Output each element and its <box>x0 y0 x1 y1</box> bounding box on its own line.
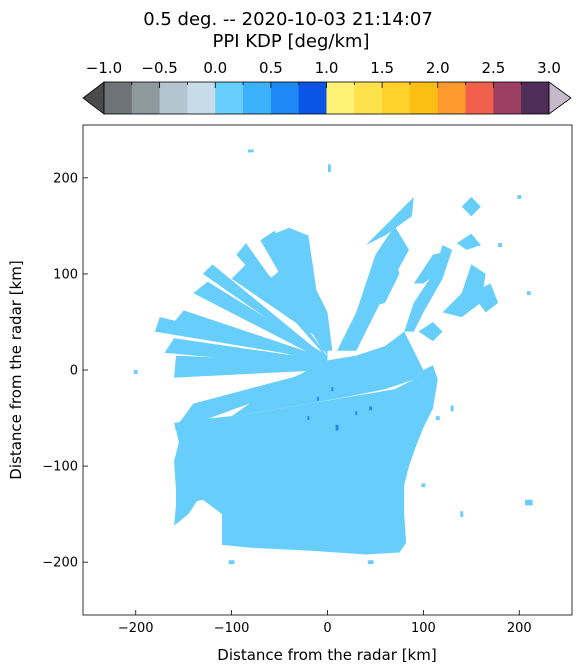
colorbar-swatch <box>159 82 188 114</box>
colorbar-swatch <box>187 82 216 114</box>
colorbar-swatch <box>131 82 161 114</box>
x-tick-label: −100 <box>214 621 250 636</box>
echo-speck <box>526 291 531 296</box>
x-tick-label: 100 <box>411 621 436 636</box>
echo-speck <box>525 499 533 506</box>
colorbar-over-triangle <box>548 81 572 115</box>
echo-speck <box>435 416 440 420</box>
kdp-field <box>133 149 533 565</box>
echo-speck <box>421 483 426 488</box>
y-tick-label: 200 <box>53 171 78 186</box>
y-axis-label: Distance from the radar [km] <box>7 260 25 479</box>
y-tick-label: 0 <box>70 364 78 379</box>
echo-region <box>174 368 328 430</box>
echo-region <box>456 233 481 250</box>
colorbar-swatch <box>521 82 550 114</box>
colorbar-swatch <box>437 82 466 114</box>
echo-region <box>202 264 328 361</box>
colorbar-swatch <box>270 82 300 114</box>
colorbar-tick-label: 1.5 <box>370 59 394 77</box>
colorbar-tick-label: 0.5 <box>259 59 283 77</box>
colorbar-swatch <box>382 82 411 114</box>
plot-area: −200 −100 0 100 200 200 100 0 −100 −200 <box>42 124 573 636</box>
echo-speck <box>247 149 254 153</box>
colorbar-swatch <box>354 82 383 114</box>
echo-region <box>418 321 443 342</box>
y-tick-label: −200 <box>42 556 78 571</box>
echo-accent <box>335 424 339 431</box>
echo-region <box>231 259 328 342</box>
colorbar-tick-label: 0.0 <box>203 59 227 77</box>
echo-region <box>193 281 328 363</box>
colorbar-tick-label: −1.0 <box>86 59 122 77</box>
colorbar-swatch <box>493 82 522 114</box>
echo-speck <box>133 370 138 374</box>
y-tick-label: 100 <box>53 267 78 282</box>
x-tick-label: −200 <box>118 621 154 636</box>
colorbar-swatch <box>243 82 272 114</box>
echo-accent <box>355 411 358 416</box>
colorbar-ticks: −1.0 −0.5 0.0 0.5 1.0 1.5 2.0 2.5 3.0 <box>86 59 561 88</box>
echo-speck <box>327 164 331 173</box>
echo-region <box>164 338 328 369</box>
colorbar-swatch <box>215 82 244 114</box>
echo-speck <box>450 405 454 412</box>
echo-region <box>154 317 328 361</box>
chart-title-line1: 0.5 deg. -- 2020-10-03 21:14:07 <box>143 9 433 30</box>
echo-accent <box>316 396 319 401</box>
colorbar-swatch <box>465 82 494 114</box>
colorbar-tick-label: 1.0 <box>315 59 339 77</box>
colorbar-tick-label: 2.5 <box>481 59 505 77</box>
x-tick-label: 200 <box>507 621 532 636</box>
chart-title-line2: PPI KDP [deg/km] <box>213 31 370 52</box>
colorbar: −1.0 −0.5 0.0 0.5 1.0 1.5 2.0 2.5 3.0 <box>82 59 572 115</box>
colorbar-swatches <box>104 82 550 114</box>
colorbar-tick-label: −0.5 <box>141 59 177 77</box>
echo-region <box>174 365 438 555</box>
colorbar-tick-label: 3.0 <box>537 59 561 77</box>
echo-speck <box>460 511 464 517</box>
echo-region <box>356 254 400 313</box>
x-axis-label: Distance from the radar [km] <box>217 646 436 664</box>
y-tick-label: −100 <box>42 460 78 475</box>
echo-accent <box>307 416 310 420</box>
echo-speck <box>228 560 235 565</box>
colorbar-swatch <box>326 82 355 114</box>
echo-region <box>365 197 414 246</box>
echo-region <box>442 264 486 318</box>
axis-ticks: −200 −100 0 100 200 200 100 0 −100 −200 <box>42 171 531 636</box>
echo-speck <box>367 560 374 565</box>
colorbar-swatch <box>104 82 133 114</box>
echo-accent <box>331 387 334 392</box>
echo-region <box>174 461 201 526</box>
echo-accent <box>369 406 373 411</box>
colorbar-under-triangle <box>82 81 105 115</box>
colorbar-swatch <box>409 82 439 114</box>
echo-region <box>461 197 481 217</box>
echo-speck <box>498 243 503 248</box>
echo-speck <box>517 195 522 199</box>
x-tick-label: 0 <box>323 621 331 636</box>
colorbar-swatch <box>298 82 327 114</box>
echo-region <box>471 283 499 313</box>
echo-region <box>413 249 453 284</box>
colorbar-tick-label: 2.0 <box>426 59 450 77</box>
